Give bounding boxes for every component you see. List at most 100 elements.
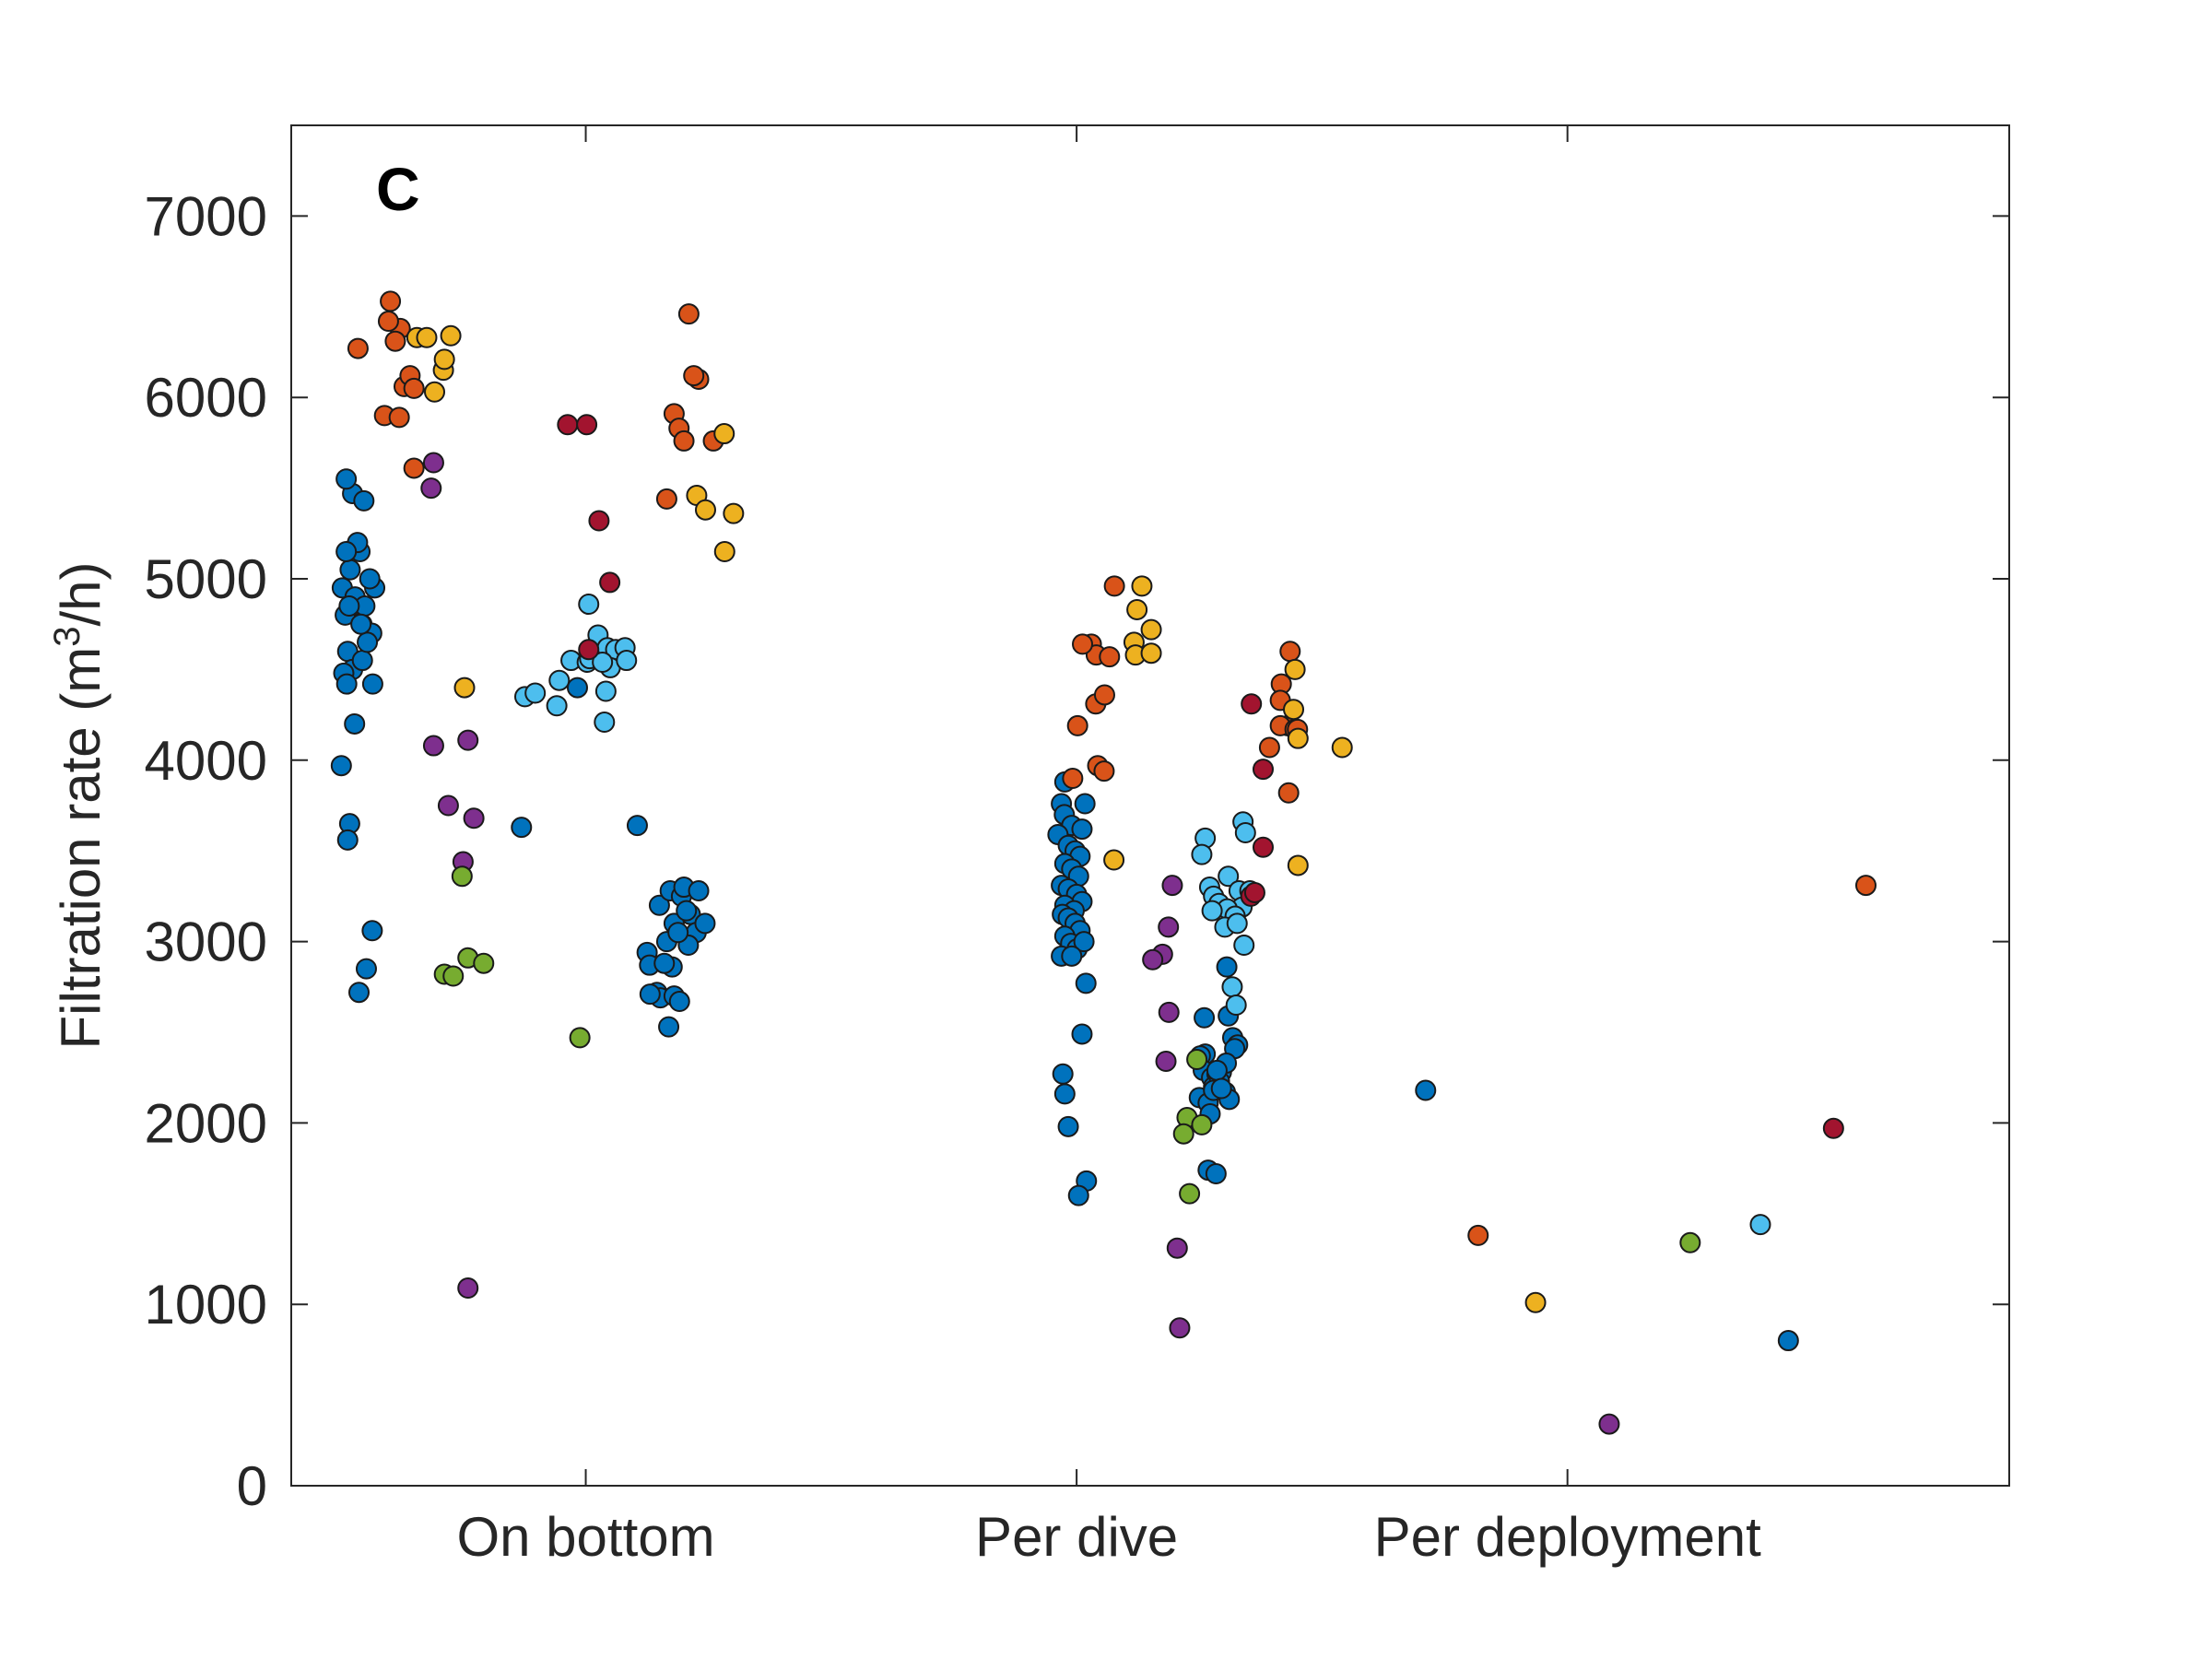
purple-data-point [1166,1237,1188,1259]
orange-data-point [1072,633,1094,655]
green-data-point [1186,1049,1208,1071]
green-data-point [451,865,473,888]
blue-data-point [1067,1184,1089,1206]
lightblue-data-point [1221,976,1243,998]
orange-data-point [377,311,399,333]
yellow-data-point [1131,575,1153,597]
blue-data-point [648,894,670,916]
orange-data-point [380,290,402,312]
blue-data-point [335,540,358,562]
yellow-data-point [713,540,735,562]
blue-data-point [1061,945,1083,967]
lightblue-data-point [548,669,571,691]
red-data-point [1241,693,1263,715]
blue-data-point [350,613,372,635]
purple-data-point [1169,1317,1191,1339]
green-data-point [1679,1231,1701,1253]
yellow-data-point [453,677,476,699]
y-axis-label-superscript: 3 [47,627,88,647]
x-category-label: Per deployment [1374,1506,1762,1568]
blue-data-point [335,468,358,490]
purple-data-point [1158,916,1180,938]
blue-data-point [694,912,716,935]
orange-data-point [1103,575,1125,597]
purple-data-point [457,729,479,751]
yellow-data-point [1524,1291,1547,1313]
axis-ticks [291,125,2009,1487]
blue-data-point [1210,1077,1232,1100]
purple-data-point [457,1277,479,1299]
blue-data-point [653,952,676,974]
blue-data-point [1053,1083,1076,1105]
blue-data-point [347,982,370,1004]
panel-letter: C [376,155,420,223]
y-tick-label: 4000 [145,730,267,792]
red-data-point [1822,1117,1844,1139]
lightblue-data-point [594,680,617,702]
yellow-data-point [1140,642,1162,665]
y-axis-label-suffix: /h) [50,561,112,626]
blue-data-point [353,489,375,512]
y-axis-label: Filtration rate (m3/h) [47,561,112,1049]
blue-data-point [361,673,383,695]
blue-data-point [357,631,379,653]
blue-data-point [1071,1023,1093,1045]
blue-data-point [1194,1006,1216,1029]
blue-data-point [339,559,361,581]
purple-data-point [1161,875,1183,897]
yellow-data-point [433,348,455,371]
lightblue-data-point [592,652,614,674]
yellow-data-point [694,499,716,521]
red-data-point [1252,759,1274,781]
green-data-point [569,1027,591,1049]
purple-data-point [422,452,444,474]
lightblue-data-point [1225,994,1247,1016]
blue-data-point [667,922,689,944]
x-category-label: Per dive [975,1506,1178,1568]
orange-data-point [347,337,369,359]
blue-data-point [330,755,352,777]
blue-data-point [344,712,366,735]
yellow-data-point [1331,736,1353,759]
y-tick-label: 2000 [145,1092,267,1154]
blue-data-point [1777,1330,1799,1352]
purple-data-point [420,477,442,500]
orange-data-point [403,457,425,479]
orange-data-point [1467,1224,1489,1246]
y-tick-label: 6000 [145,367,267,429]
y-tick-label: 5000 [145,548,267,610]
y-axis-label-prefix: Filtration rate (m [50,647,112,1050]
orange-data-point [1066,714,1088,736]
yellow-data-point [1283,699,1305,721]
yellow-data-point [424,381,446,403]
blue-data-point [511,817,533,839]
orange-data-point [1854,875,1877,897]
lightblue-data-point [1749,1214,1771,1236]
orange-data-point [655,488,677,510]
yellow-data-point [1284,658,1306,680]
blue-data-point [688,879,710,901]
orange-data-point [388,406,410,429]
blue-data-point [1057,1115,1079,1137]
lightblue-data-point [1234,822,1256,844]
y-tick-label: 1000 [145,1274,267,1335]
green-data-point [1191,1113,1213,1135]
blue-data-point [639,983,661,1006]
green-data-point [473,952,495,974]
purple-data-point [422,735,444,757]
blue-data-point [355,958,377,980]
purple-data-point [463,807,485,830]
blue-data-point [658,1016,680,1038]
blue-data-point [336,829,359,851]
blue-data-point [1075,972,1097,994]
purple-data-point [437,794,459,817]
purple-data-point [1598,1413,1620,1435]
green-data-point [442,965,465,987]
green-data-point [1179,1182,1201,1205]
blue-data-point [1415,1079,1437,1101]
lightblue-data-point [1226,912,1248,935]
yellow-data-point [1103,849,1125,871]
orange-data-point [1062,767,1084,789]
blue-data-point [335,673,358,695]
